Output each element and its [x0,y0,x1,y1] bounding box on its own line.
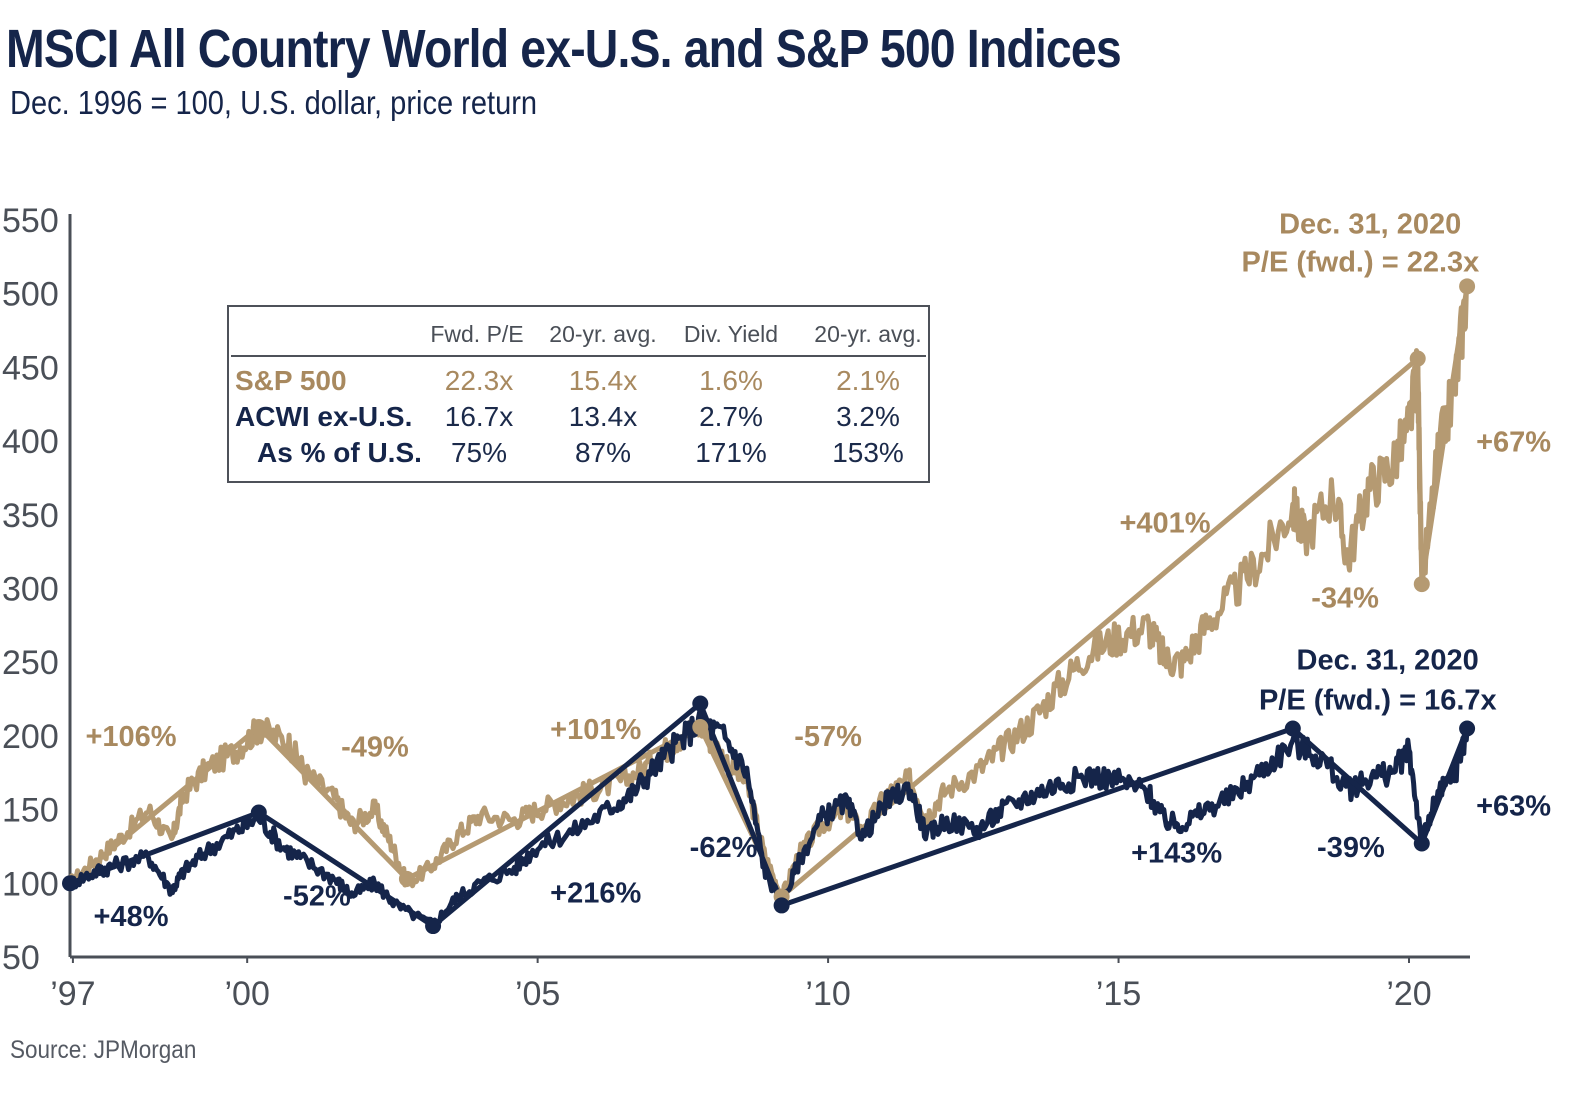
x-tick-label: ’97 [50,975,95,1013]
end-label-date: Dec. 31, 2020 [1297,645,1479,677]
cycle-marker-acwi [692,695,709,712]
annotation-label: -52% [283,880,351,912]
cycle-marker-acwi [62,875,78,892]
table-header-divider [231,355,926,357]
annotation-label: -49% [341,732,409,764]
end-label-pe: P/E (fwd.) = 16.7x [1259,684,1497,716]
annotations-layer: +106% -49% +101% -57% +401% -34% +67% +48% -52% +… [85,208,1551,933]
header-fwd-pe: Fwd. P/E [430,321,524,347]
cycle-marker-acwi [1459,720,1476,737]
y-tick-label: 450 [2,349,59,387]
annotation-label: -62% [690,832,758,864]
cycle-marker-sp500 [1409,350,1426,367]
annotation-label: +48% [94,901,169,933]
series-layer [62,278,1476,935]
annotation-label: -57% [794,721,862,753]
annotation-label: +67% [1476,426,1551,458]
y-tick-label: 550 [2,202,59,240]
annotation-label: +106% [85,721,176,753]
y-tick-label: 300 [2,571,59,609]
y-tick-label: 350 [2,497,59,535]
axes: 550 500 450 400 350 300 250 200 150 100 50 ’97 ’00 ’0… [2,202,1470,1013]
x-tick-label: ’00 [224,975,269,1013]
cycle-marker-acwi [250,804,267,821]
cycle-marker-acwi [1413,835,1430,852]
trend-line-acwi [69,701,1470,929]
cycle-marker-sp500 [1459,278,1476,295]
row-label-acwi: ACWI ex-U.S. [235,401,413,432]
trend-line-sp500 [68,285,1470,900]
annotation-label: +143% [1131,838,1222,870]
cycle-marker-sp500 [692,719,709,736]
acwi-pe-avg: 13.4x [568,401,638,432]
chart-title: MSCI All Country World ex-U.S. and S&P 5… [6,19,1122,79]
sp500-dy-avg: 2.1% [836,365,900,396]
row-label-pct-of-us: As % of U.S. [257,437,422,468]
acwi-div-yield: 2.7% [699,401,763,432]
pct-dy-avg: 153% [832,437,904,468]
y-tick-label: 100 [2,865,59,903]
row-label-sp500: S&P 500 [235,365,347,396]
valuation-table: Fwd. P/E 20-yr. avg. Div. Yield 20-yr. a… [227,305,930,483]
y-tick-label: 150 [2,792,59,830]
annotation-label: +401% [1119,507,1210,539]
y-tick-label: 500 [2,276,59,314]
series-line-acwi [67,706,1470,926]
x-tick-label: ’20 [1386,975,1431,1013]
cycle-marker-acwi [773,897,790,914]
chart-subtitle: Dec. 1996 = 100, U.S. dollar, price retu… [10,84,538,121]
annotation-label: -39% [1317,832,1385,864]
pct-div-yield: 171% [695,437,767,468]
end-label-date: Dec. 31, 2020 [1279,208,1461,240]
annotation-label: +101% [550,714,641,746]
header-div-yield: Div. Yield [683,321,779,347]
y-tick-label: 50 [2,939,40,977]
acwi-fwd-pe: 16.7x [444,401,514,432]
cycle-marker-sp500 [1413,576,1430,593]
annotation-label: -34% [1311,583,1379,615]
cycle-marker-acwi [425,918,442,935]
sp500-div-yield: 1.6% [699,365,763,396]
end-label-pe: P/E (fwd.) = 22.3x [1242,247,1480,279]
acwi-dy-avg: 3.2% [836,401,900,432]
pct-fwd-pe: 75% [450,437,508,468]
y-tick-label: 400 [2,423,59,461]
header-pe-20yr-avg: 20-yr. avg. [549,321,657,347]
pct-pe-avg: 87% [574,437,632,468]
annotation-label: +63% [1476,790,1551,822]
x-tick-label: ’15 [1096,975,1141,1013]
sp500-pe-avg: 15.4x [568,365,638,396]
y-tick-label: 200 [2,718,59,756]
sp500-fwd-pe: 22.3x [444,365,514,396]
x-tick-label: ’10 [805,975,850,1013]
cycle-marker-sp500 [250,719,267,736]
header-dy-20yr-avg: 20-yr. avg. [814,321,922,347]
source-note: Source: JPMorgan [10,1036,197,1064]
cycle-marker-acwi [1284,720,1301,737]
y-tick-label: 250 [2,644,59,682]
cycle-marker-sp500 [398,870,415,887]
annotation-label: +216% [550,877,641,909]
x-tick-label: ’05 [515,975,560,1013]
